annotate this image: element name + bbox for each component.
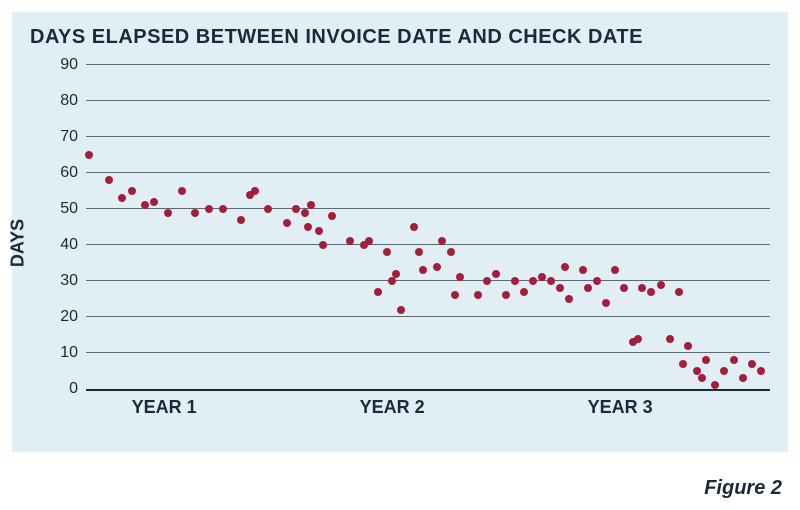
data-point [593, 277, 601, 285]
data-point [584, 284, 592, 292]
ytick-label: 20 [60, 308, 86, 326]
plot-wrap: DAYS 0102030405060708090YEAR 1YEAR 2YEAR… [12, 53, 788, 433]
data-point [237, 216, 245, 224]
data-point [141, 201, 149, 209]
gridline [86, 244, 770, 245]
data-point [301, 209, 309, 217]
xtick-label: YEAR 3 [588, 389, 653, 418]
data-point [730, 356, 738, 364]
gridline [86, 136, 770, 137]
data-point [283, 219, 291, 227]
data-point [365, 237, 373, 245]
data-point [620, 284, 628, 292]
gridline [86, 280, 770, 281]
data-point [374, 288, 382, 296]
xtick-label: YEAR 2 [360, 389, 425, 418]
data-point [739, 374, 747, 382]
data-point [492, 270, 500, 278]
gridline [86, 100, 770, 101]
gridline [86, 316, 770, 317]
data-point [456, 273, 464, 281]
data-point [547, 277, 555, 285]
data-point [602, 299, 610, 307]
data-point [315, 227, 323, 235]
ytick-label: 80 [60, 92, 86, 110]
data-point [748, 360, 756, 368]
data-point [85, 151, 93, 159]
data-point [383, 248, 391, 256]
data-point [638, 284, 646, 292]
data-point [118, 194, 126, 202]
data-point [346, 237, 354, 245]
data-point [128, 187, 136, 195]
data-point [666, 335, 674, 343]
data-point [720, 367, 728, 375]
data-point [410, 223, 418, 231]
data-point [191, 209, 199, 217]
data-point [502, 291, 510, 299]
data-point [675, 288, 683, 296]
data-point [205, 205, 213, 213]
data-point [105, 176, 113, 184]
data-point [164, 209, 172, 217]
ytick-label: 90 [60, 56, 86, 74]
data-point [529, 277, 537, 285]
data-point [307, 201, 315, 209]
data-point [415, 248, 423, 256]
data-point [483, 277, 491, 285]
data-point [251, 187, 259, 195]
data-point [328, 212, 336, 220]
data-point [647, 288, 655, 296]
ytick-label: 60 [60, 164, 86, 182]
data-point [679, 360, 687, 368]
data-point [698, 374, 706, 382]
data-point [556, 284, 564, 292]
data-point [711, 381, 719, 389]
data-point [474, 291, 482, 299]
data-point [657, 281, 665, 289]
data-point [304, 223, 312, 231]
data-point [292, 205, 300, 213]
data-point [388, 277, 396, 285]
data-point [451, 291, 459, 299]
data-point [561, 263, 569, 271]
y-axis-label: DAYS [8, 219, 29, 267]
data-point [150, 198, 158, 206]
data-point [757, 367, 765, 375]
data-point [702, 356, 710, 364]
ytick-label: 0 [69, 380, 86, 398]
xtick-label: YEAR 1 [132, 389, 197, 418]
data-point [433, 263, 441, 271]
data-point [634, 335, 642, 343]
data-point [565, 295, 573, 303]
gridline [86, 352, 770, 353]
ytick-label: 70 [60, 128, 86, 146]
data-point [579, 266, 587, 274]
data-point [178, 187, 186, 195]
data-point [319, 241, 327, 249]
gridline [86, 172, 770, 173]
chart-title: DAYS ELAPSED BETWEEN INVOICE DATE AND CH… [12, 12, 788, 53]
gridline [86, 64, 770, 65]
data-point [538, 273, 546, 281]
plot-area: 0102030405060708090YEAR 1YEAR 2YEAR 3 [86, 65, 770, 391]
ytick-label: 30 [60, 272, 86, 290]
ytick-label: 50 [60, 200, 86, 218]
data-point [684, 342, 692, 350]
gridline [86, 208, 770, 209]
data-point [447, 248, 455, 256]
data-point [264, 205, 272, 213]
data-point [520, 288, 528, 296]
data-point [219, 205, 227, 213]
ytick-label: 40 [60, 236, 86, 254]
data-point [438, 237, 446, 245]
ytick-label: 10 [60, 344, 86, 362]
chart-container: DAYS ELAPSED BETWEEN INVOICE DATE AND CH… [12, 12, 788, 452]
data-point [511, 277, 519, 285]
data-point [611, 266, 619, 274]
figure-caption: Figure 2 [704, 477, 782, 500]
data-point [392, 270, 400, 278]
data-point [419, 266, 427, 274]
data-point [397, 306, 405, 314]
